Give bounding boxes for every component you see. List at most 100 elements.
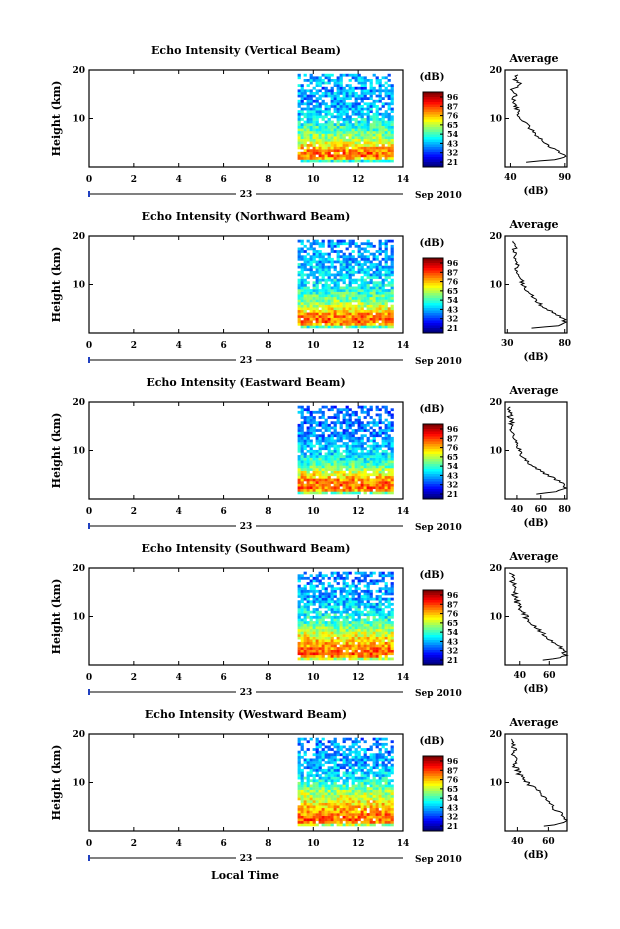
colorbar-segment	[423, 164, 443, 168]
heatmap-cell	[387, 473, 391, 477]
heatmap-cell	[330, 408, 334, 412]
heatmap-cell	[318, 133, 322, 137]
heatmap-cell	[315, 488, 319, 492]
heatmap-cell	[390, 789, 394, 793]
heatmap-cell	[372, 418, 376, 422]
heatmap-cell	[348, 776, 352, 780]
heatmap-cell	[342, 136, 346, 139]
heatmap-cell	[345, 483, 349, 487]
heatmap-cell	[390, 818, 394, 822]
colorbar-segment	[423, 456, 443, 460]
heatmap-cell	[360, 644, 364, 648]
y-axis-label: Height (km)	[50, 81, 63, 157]
heatmap-cell	[354, 600, 358, 604]
heatmap-cell	[378, 149, 382, 152]
heatmap-cell	[354, 79, 358, 82]
colorbar-segment	[423, 766, 443, 769]
heatmap-cell	[354, 631, 358, 635]
heatmap-cell	[312, 787, 316, 790]
heatmap-cell	[339, 465, 343, 469]
heatmap-cell	[357, 810, 361, 814]
heatmap-cell	[312, 154, 316, 158]
heatmap-cell	[357, 613, 361, 617]
heatmap-cell	[345, 413, 349, 417]
heatmap-cell	[315, 312, 319, 316]
heatmap-cell	[336, 278, 340, 282]
heatmap-cell	[324, 112, 328, 116]
heatmap-cell	[327, 473, 331, 477]
heatmap-cell	[360, 405, 364, 409]
heatmap-cell	[375, 125, 379, 129]
heatmap-cell	[345, 488, 349, 492]
heatmap-cell	[375, 774, 379, 777]
heatmap-cell	[360, 270, 364, 274]
heatmap-cell	[381, 289, 385, 292]
heatmap-cell	[327, 309, 331, 313]
heatmap-cell	[363, 802, 367, 806]
heatmap-cell	[339, 766, 343, 770]
heatmap-cell	[300, 239, 304, 243]
colorbar-segment	[423, 449, 443, 452]
heatmap-cell	[342, 436, 346, 440]
heatmap-cell	[315, 455, 319, 458]
heatmap-cell	[357, 491, 361, 495]
heatmap-cell	[354, 800, 358, 803]
heatmap-cell	[318, 128, 322, 132]
colorbar-segment	[423, 471, 443, 475]
heatmap-cell	[345, 257, 349, 261]
heatmap-cell	[360, 634, 364, 637]
heatmap-cell	[339, 574, 343, 578]
heatmap-cell	[318, 740, 322, 744]
heatmap-cell	[339, 276, 343, 279]
heatmap-cell	[363, 748, 367, 751]
heatmap-cell	[387, 600, 391, 604]
heatmap-cell	[303, 291, 307, 295]
heatmap-cell	[384, 429, 388, 432]
heatmap-cell	[336, 115, 340, 119]
heatmap-cell	[387, 468, 391, 471]
heatmap-cell	[318, 483, 322, 487]
heatmap-cell	[345, 442, 349, 445]
heatmap-cell	[351, 779, 355, 783]
heatmap-cell	[324, 462, 328, 466]
heatmap-cell	[348, 470, 352, 474]
heatmap-cell	[342, 657, 346, 661]
heatmap-cell	[375, 452, 379, 456]
heatmap-cell	[375, 792, 379, 796]
heatmap-cell	[336, 325, 340, 329]
heatmap-cell	[321, 115, 325, 119]
heatmap-cell	[345, 818, 349, 822]
heatmap-cell	[390, 281, 394, 285]
heatmap-cell	[357, 79, 361, 82]
heatmap-cell	[390, 787, 394, 790]
avg-profile-line	[508, 572, 569, 661]
heatmap-cell	[297, 810, 301, 814]
heatmap-cell	[324, 636, 328, 640]
heatmap-cell	[354, 634, 358, 637]
heatmap-cell	[312, 125, 316, 129]
heatmap-cell	[303, 483, 307, 487]
heatmap-cell	[360, 589, 364, 593]
heatmap-cell	[300, 408, 304, 412]
heatmap-cell	[297, 631, 301, 635]
heatmap-cell	[375, 613, 379, 617]
heatmap-cell	[300, 626, 304, 630]
heatmap-cell	[351, 758, 355, 762]
heatmap-cell	[327, 823, 331, 827]
heatmap-cell	[330, 73, 334, 77]
heatmap-cell	[375, 491, 379, 495]
heatmap-cell	[327, 649, 331, 653]
heatmap-cell	[303, 315, 307, 318]
heatmap-cell	[306, 605, 310, 609]
heatmap-cell	[300, 157, 304, 160]
heatmap-cell	[375, 473, 379, 477]
heatmap-cell	[327, 608, 331, 611]
heatmap-cell	[321, 615, 325, 619]
heatmap-cell	[372, 73, 376, 77]
heatmap-cell	[375, 289, 379, 292]
heatmap-cell	[360, 802, 364, 806]
heatmap-cell	[330, 813, 334, 816]
heatmap-cell	[309, 589, 313, 593]
heatmap-cell	[357, 779, 361, 783]
heatmap-cell	[345, 571, 349, 575]
